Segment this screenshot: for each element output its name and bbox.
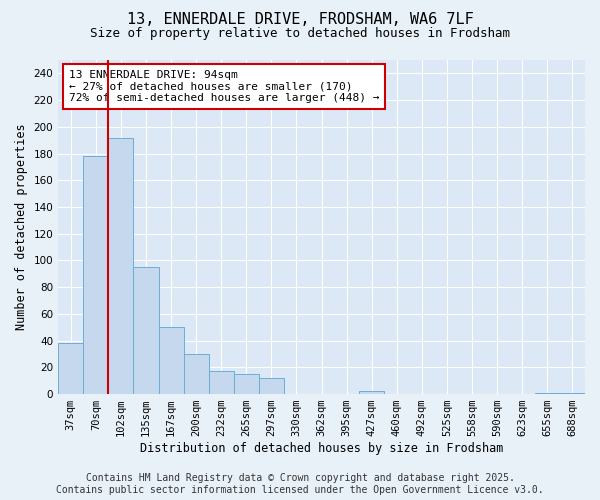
Bar xyxy=(158,328,184,394)
Bar xyxy=(560,392,585,394)
Text: 13 ENNERDALE DRIVE: 94sqm
← 27% of detached houses are smaller (170)
72% of semi: 13 ENNERDALE DRIVE: 94sqm ← 27% of detac… xyxy=(69,70,379,103)
Text: Size of property relative to detached houses in Frodsham: Size of property relative to detached ho… xyxy=(90,28,510,40)
Bar xyxy=(535,392,560,394)
Bar xyxy=(259,378,284,394)
Bar xyxy=(58,344,83,394)
Bar xyxy=(234,374,259,394)
X-axis label: Distribution of detached houses by size in Frodsham: Distribution of detached houses by size … xyxy=(140,442,503,455)
Text: Contains HM Land Registry data © Crown copyright and database right 2025.
Contai: Contains HM Land Registry data © Crown c… xyxy=(56,474,544,495)
Bar xyxy=(133,267,158,394)
Bar xyxy=(359,392,385,394)
Y-axis label: Number of detached properties: Number of detached properties xyxy=(15,124,28,330)
Text: 13, ENNERDALE DRIVE, FRODSHAM, WA6 7LF: 13, ENNERDALE DRIVE, FRODSHAM, WA6 7LF xyxy=(127,12,473,28)
Bar xyxy=(209,372,234,394)
Bar xyxy=(184,354,209,394)
Bar xyxy=(83,156,109,394)
Bar xyxy=(109,138,133,394)
